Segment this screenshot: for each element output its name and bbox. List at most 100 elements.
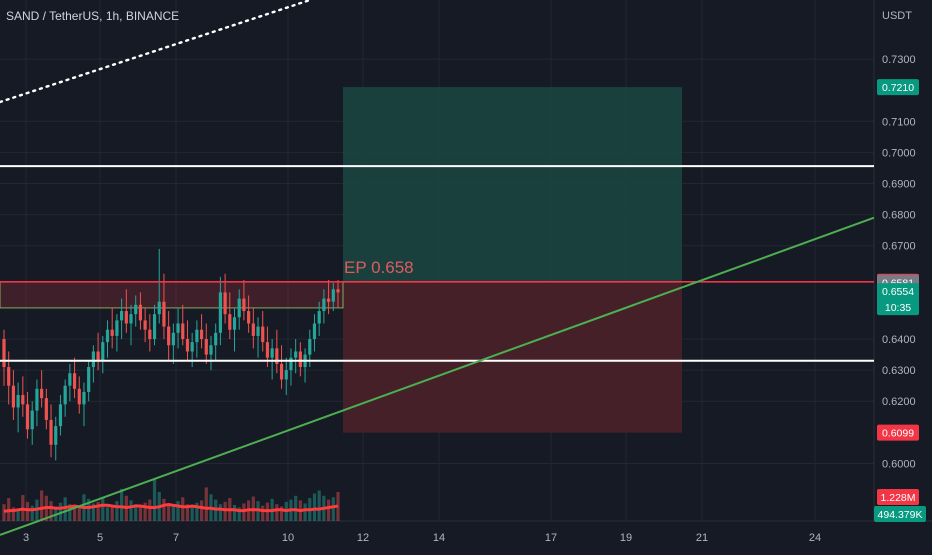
volume-bar xyxy=(63,497,67,521)
volume-badge xyxy=(877,489,919,505)
volume-bar xyxy=(2,504,6,521)
price-zone-box xyxy=(0,281,344,309)
volume-bar xyxy=(317,490,321,521)
profit-target-zone xyxy=(343,87,682,282)
volume-bar xyxy=(11,507,16,521)
x-tick-label: 21 xyxy=(696,532,708,544)
volume-bar xyxy=(91,503,95,521)
rising-trendline xyxy=(0,216,875,536)
y-tick-label: 0.6400 xyxy=(882,334,916,346)
candle-body xyxy=(284,370,288,380)
volume-bar xyxy=(148,499,152,521)
volume-bar xyxy=(218,504,222,521)
volume-bar xyxy=(171,505,175,521)
candle-body xyxy=(185,339,190,352)
candle-body xyxy=(336,289,340,293)
candle-body xyxy=(157,301,161,315)
candle-body xyxy=(152,314,157,340)
dotted-trendline xyxy=(0,0,312,104)
candle-body xyxy=(261,326,265,343)
volume-bar xyxy=(190,506,194,521)
candle-body xyxy=(148,329,152,340)
volume-bar xyxy=(204,487,208,521)
volume-bar xyxy=(49,501,53,521)
volume-bar xyxy=(176,501,180,521)
candle-body xyxy=(16,395,20,408)
candle-body xyxy=(58,404,63,427)
candle-body xyxy=(228,314,232,330)
volume-bar xyxy=(152,479,157,521)
volume-bar xyxy=(101,498,105,521)
volume-bar xyxy=(77,505,81,521)
volume-bar xyxy=(232,504,237,521)
candle-body xyxy=(54,426,58,445)
volume-bar xyxy=(223,501,227,521)
candle-body xyxy=(247,311,251,324)
price-badge xyxy=(877,283,919,316)
volume-bar xyxy=(129,500,133,521)
candle-body xyxy=(312,323,317,340)
candle-body xyxy=(72,373,77,389)
candle-body xyxy=(279,363,284,380)
candle-body xyxy=(190,342,194,352)
price-badge-label: 0.7210 xyxy=(882,82,914,94)
volume-bar xyxy=(303,503,307,521)
candle-body xyxy=(242,298,246,312)
volume-bar xyxy=(326,499,331,521)
volume-bar xyxy=(68,504,72,521)
volume-bar xyxy=(331,497,335,521)
candle-body xyxy=(110,329,114,336)
volume-bar xyxy=(30,505,34,521)
candle-body xyxy=(176,323,180,333)
candle-body xyxy=(35,388,39,411)
candle-body xyxy=(21,395,25,405)
candle-body xyxy=(256,326,260,336)
volume-bar xyxy=(105,507,110,521)
candle-body xyxy=(49,419,53,445)
candle-body xyxy=(270,348,274,358)
candle-body xyxy=(199,329,204,340)
price-badge-countdown: 10:35 xyxy=(885,302,911,314)
entry-price-label: EP 0.658 xyxy=(344,258,414,277)
y-tick-label: 0.7100 xyxy=(882,116,916,128)
x-tick-label: 10 xyxy=(282,532,294,544)
volume-bar xyxy=(25,501,30,521)
x-tick-label: 17 xyxy=(545,532,557,544)
candle-body xyxy=(204,339,208,355)
candle-body xyxy=(322,298,326,312)
volume-bar xyxy=(237,507,241,521)
candle-body xyxy=(195,329,199,343)
candle-body xyxy=(275,348,279,364)
y-tick-label: 0.6800 xyxy=(882,210,916,222)
price-badge-label: 0.6099 xyxy=(882,428,914,440)
candle-body xyxy=(251,323,255,336)
x-tick-label: 3 xyxy=(23,532,29,544)
candle-body xyxy=(129,314,133,324)
y-tick-label: 0.6900 xyxy=(882,179,916,191)
y-tick-label: 0.6200 xyxy=(882,396,916,408)
x-tick-label: 12 xyxy=(357,532,369,544)
volume-bar xyxy=(72,508,77,521)
candle-body xyxy=(7,367,11,386)
volume-bar xyxy=(181,497,185,521)
candle-body xyxy=(171,332,175,346)
volume-bar xyxy=(167,503,171,521)
x-tick-label: 5 xyxy=(97,532,103,544)
volume-bar xyxy=(138,506,143,521)
candle-body xyxy=(30,410,34,430)
volume-bar xyxy=(110,504,114,521)
y-tick-label: 0.7000 xyxy=(882,147,916,159)
volume-bar xyxy=(115,501,119,521)
volume-bar xyxy=(87,498,91,521)
candle-body xyxy=(167,326,171,346)
stop-loss-zone xyxy=(343,281,682,433)
price-badge xyxy=(877,424,919,441)
volume-bar xyxy=(279,506,284,521)
candle-body xyxy=(63,385,67,405)
volume-bar xyxy=(242,503,246,521)
x-tick-label: 14 xyxy=(433,532,445,544)
candle-body xyxy=(96,351,100,361)
candle-body xyxy=(143,320,147,330)
